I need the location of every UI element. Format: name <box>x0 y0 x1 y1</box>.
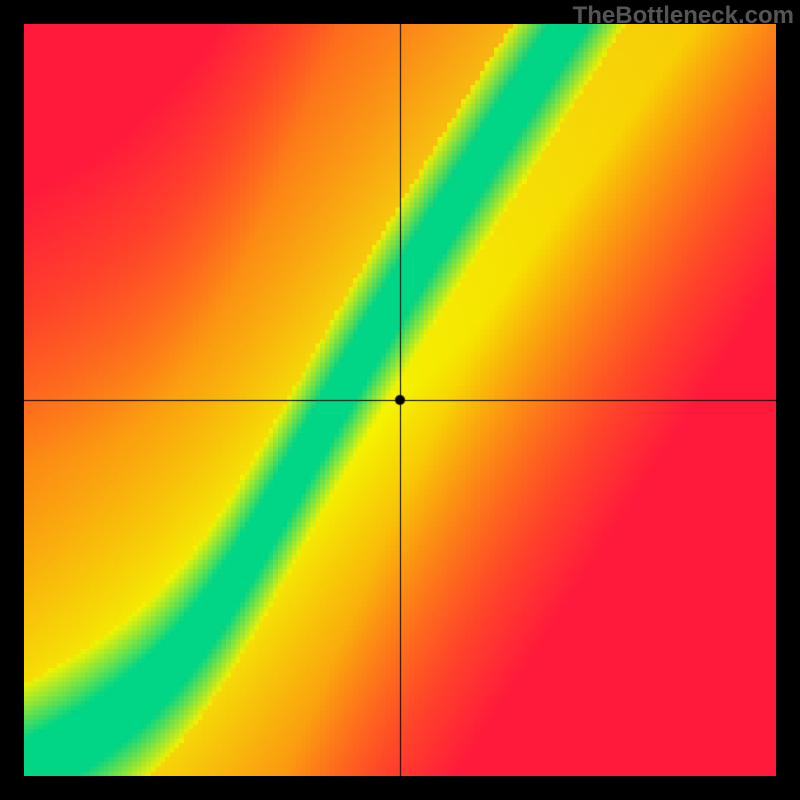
bottleneck-heatmap <box>24 24 776 776</box>
watermark-text: TheBottleneck.com <box>573 2 794 30</box>
chart-container: TheBottleneck.com <box>0 0 800 800</box>
